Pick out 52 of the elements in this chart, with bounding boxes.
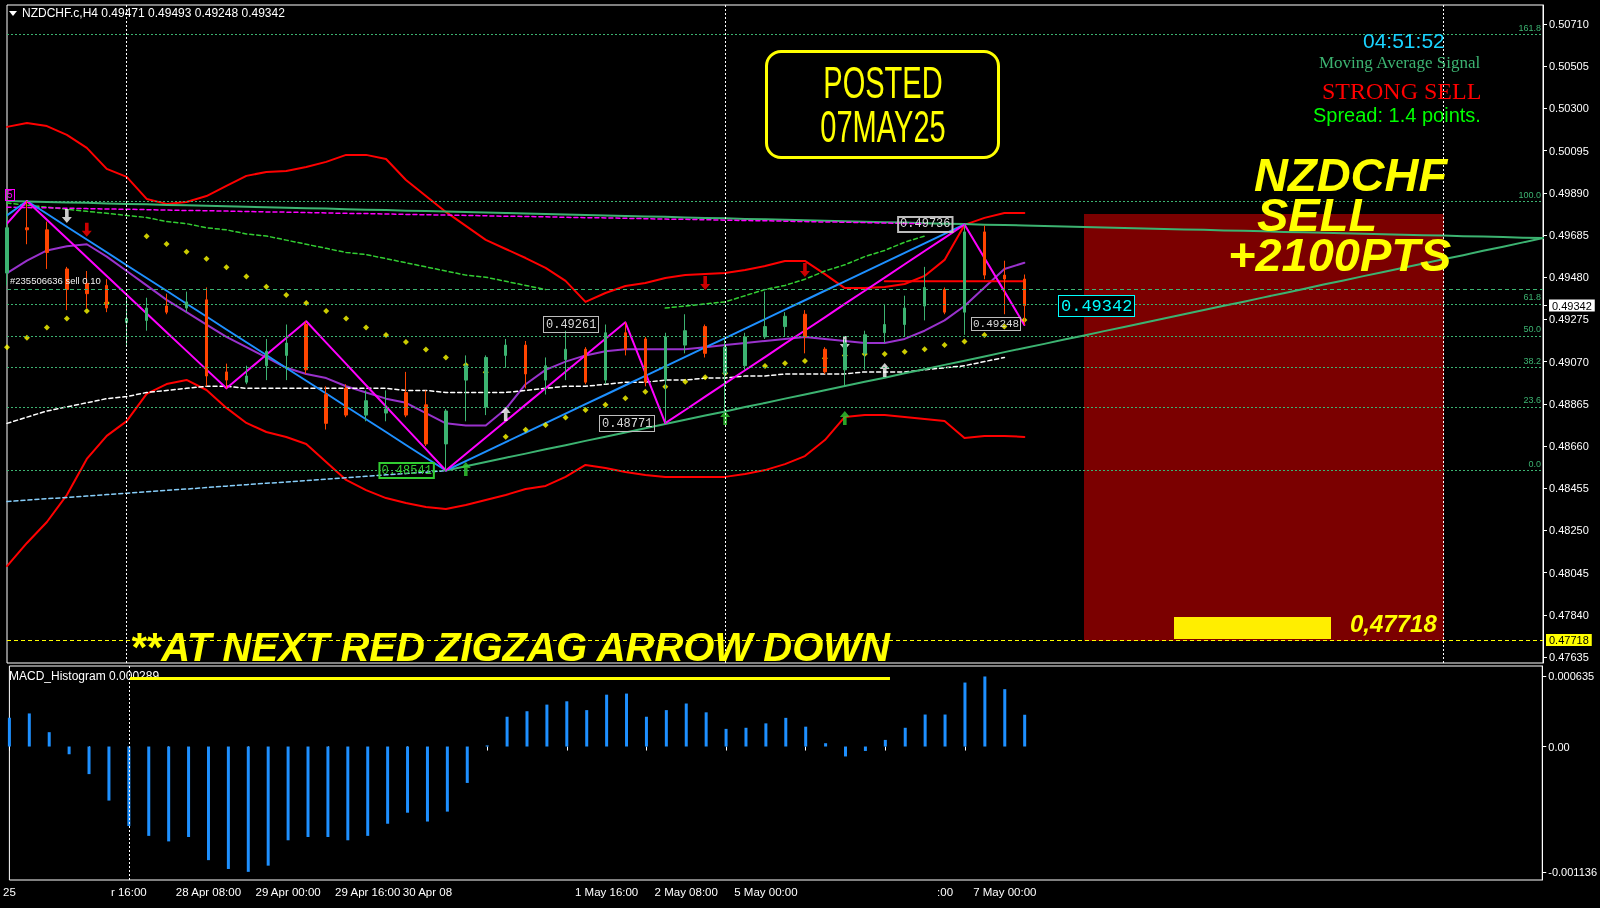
y-tick-label: 0.50505 xyxy=(1549,60,1589,73)
y-tick-label: 0.49685 xyxy=(1549,228,1589,241)
y-tick-label: 0.49070 xyxy=(1549,355,1589,368)
y-tick-label: 0.49480 xyxy=(1549,271,1589,284)
y-tick-label: 0.47635 xyxy=(1549,651,1589,664)
y-tick-label: 0.47840 xyxy=(1549,608,1589,621)
y-tick-label: 0.49275 xyxy=(1549,313,1589,326)
annotation: STRONG SELL xyxy=(1322,78,1482,104)
x-tick-label: 2 May 08:00 xyxy=(654,886,718,898)
y-tick-label: 0.48455 xyxy=(1549,482,1589,495)
ref-line-label: 50.0 xyxy=(1523,324,1541,335)
y-tick-label: 0.48660 xyxy=(1549,440,1589,452)
x-tick-label: 30 Apr 08 xyxy=(402,886,453,898)
ref-line-label: 161.8 xyxy=(1518,22,1541,33)
x-tick-label: 25 xyxy=(3,886,16,898)
y-tick-label: 0.00 xyxy=(1548,740,1570,753)
y-tick-label: 0.49342 xyxy=(1552,300,1592,313)
y-tick-label: 0.50300 xyxy=(1549,102,1589,115)
ref-line-label: 38.2 xyxy=(1523,356,1541,367)
x-tick-label: 28 Apr 08:00 xyxy=(175,886,242,898)
annotation: Spread: 1.4 points. xyxy=(1313,104,1481,126)
y-tick-label: -0.001136 xyxy=(1548,865,1598,878)
annotation: 0.48771 xyxy=(599,415,656,432)
x-tick-label: :00 xyxy=(937,886,954,898)
ref-line-label: 100.0 xyxy=(1518,189,1541,200)
annotation: 0,47718 xyxy=(1350,610,1437,637)
annotation: 0.49342 xyxy=(1058,295,1136,317)
y-tick-label: 0.49890 xyxy=(1549,186,1589,199)
rounded-frame: POSTED 07MAY25 xyxy=(765,50,1000,159)
y-tick-label: 0.50710 xyxy=(1549,17,1589,30)
y-tick-label: 0.48865 xyxy=(1549,397,1589,410)
x-tick-label: 29 Apr 16:00 xyxy=(335,886,401,898)
x-tick-label: 1 May 16:00 xyxy=(574,886,639,898)
x-tick-label: 29 Apr 00:00 xyxy=(255,886,321,898)
ref-line-label: 0.47718 xyxy=(1549,633,1589,646)
ref-line-label: 0.0 xyxy=(1528,459,1541,469)
y-tick-label: 0.000635 xyxy=(1548,670,1595,683)
annotation: POSTED 07MAY25 xyxy=(818,57,947,151)
ref-line-label: 23.6 xyxy=(1523,395,1541,406)
x-tick-label: 5 May 00:00 xyxy=(734,886,798,898)
annotation: Moving Average Signal xyxy=(1319,53,1481,72)
y-tick-label: 0.48250 xyxy=(1549,524,1589,537)
x-tick-label: r 16:00 xyxy=(110,886,147,898)
y-tick-label: 0.48045 xyxy=(1549,566,1589,579)
y-tick-label: 0.50095 xyxy=(1549,144,1589,157)
annotation: 0.49248 xyxy=(971,317,1022,331)
chart-title: NZDCHF.c,H4 0.49471 0.49493 0.49248 0.49342 xyxy=(22,6,285,20)
annotation: 04:51:52 xyxy=(1363,29,1445,52)
annotation: 5 xyxy=(5,189,15,201)
x-tick-label: 7 May 00:00 xyxy=(973,886,1037,898)
ref-line-label: 61.8 xyxy=(1523,292,1541,303)
annotation: 0.49261 xyxy=(543,316,600,333)
